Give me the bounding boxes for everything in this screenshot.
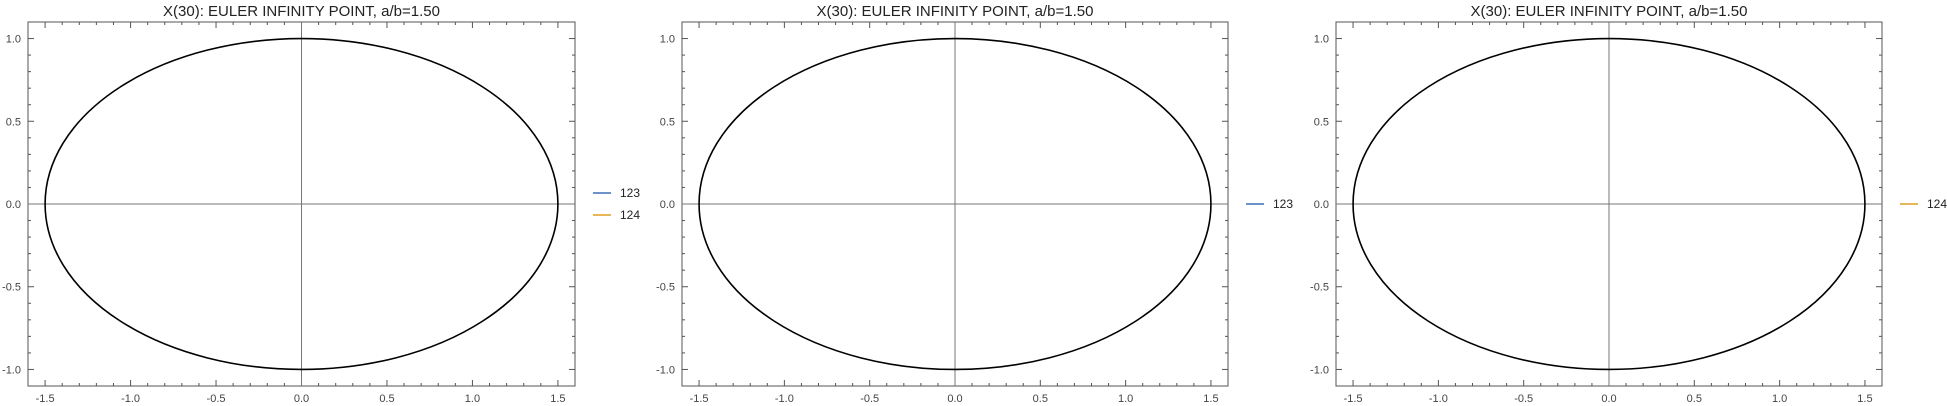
legend-label: 124 [620,208,640,222]
y-tick-label: 1.0 [6,34,21,46]
x-tick-label: 1.0 [1772,393,1787,405]
y-tick-label: 1.0 [660,34,675,46]
x-tick-label: 0.5 [1033,393,1048,405]
x-tick-label: 1.5 [550,393,565,405]
y-tick-label: 0.5 [660,116,675,128]
x-tick-label: -1.0 [1429,393,1448,405]
y-tick-label: -0.5 [2,282,21,294]
y-tick-label: -0.5 [1310,282,1329,294]
x-tick-label: -1.5 [1344,393,1363,405]
y-tick-label: 0.5 [1314,116,1329,128]
legend-label: 124 [1927,197,1947,211]
legend-item-124: 124 [593,208,640,222]
chart-title: X(30): EULER INFINITY POINT, a/b=1.50 [817,3,1094,20]
x-tick-label: 1.5 [1203,393,1218,405]
legend-item-123: 123 [1246,197,1293,211]
x-tick-label: 1.0 [1118,393,1133,405]
legend-label: 123 [620,186,640,200]
x-tick-label: 1.5 [1857,393,1872,405]
x-tick-label: -0.5 [207,393,226,405]
y-tick-label: -1.0 [2,364,21,376]
legend-label: 123 [1273,197,1293,211]
y-tick-label: -1.0 [1310,364,1329,376]
ellipse-curve [1352,37,1866,371]
chart-panel-3: X(30): EULER INFINITY POINT, a/b=1.50 -1.… [1310,3,1947,405]
ellipse-curve [44,37,559,371]
legend-item-123: 123 [593,186,640,200]
x-tick-label: 0.0 [294,393,309,405]
chart-panel-1: X(30): EULER INFINITY POINT, a/b=1.50 -1.… [2,3,640,405]
x-tick-label: 1.0 [465,393,480,405]
x-tick-label: -1.0 [775,393,794,405]
x-tick-label: 0.0 [947,393,962,405]
chart-title: X(30): EULER INFINITY POINT, a/b=1.50 [163,3,440,20]
y-tick-label: -1.0 [656,364,675,376]
x-tick-label: 0.5 [379,393,394,405]
y-tick-label: 0.0 [6,199,21,211]
x-tick-label: -1.5 [36,393,55,405]
x-tick-label: -1.0 [121,393,140,405]
chart-panel-2: X(30): EULER INFINITY POINT, a/b=1.50 -1.… [656,3,1293,405]
y-tick-label: 0.0 [1314,199,1329,211]
y-tick-label: 0.5 [6,116,21,128]
ellipse-curve [698,37,1212,371]
y-tick-label: 0.0 [660,199,675,211]
legend-item-124: 124 [1900,197,1947,211]
y-tick-label: -0.5 [656,282,675,294]
x-tick-label: -0.5 [1514,393,1533,405]
y-tick-label: 1.0 [1314,34,1329,46]
chart-title: X(30): EULER INFINITY POINT, a/b=1.50 [1471,3,1748,20]
x-tick-label: -0.5 [860,393,879,405]
x-tick-label: 0.5 [1687,393,1702,405]
x-tick-label: 0.0 [1601,393,1616,405]
x-tick-label: -1.5 [690,393,709,405]
